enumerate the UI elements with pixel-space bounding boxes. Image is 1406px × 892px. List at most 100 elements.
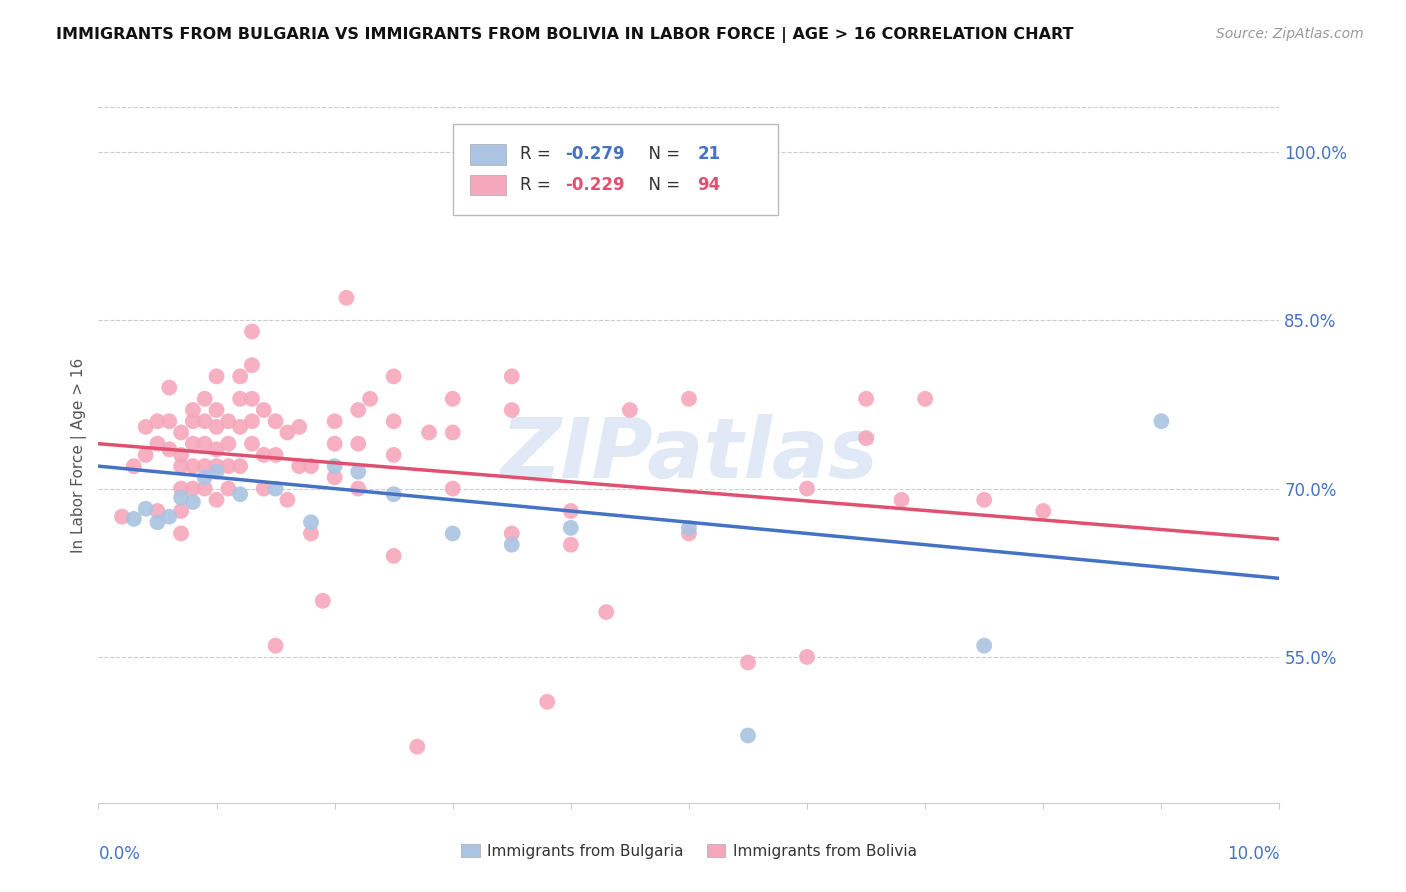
Point (382, 448, 405, 462)
Point (323, 470, 346, 484)
Point (205, 459, 228, 474)
Point (382, 369, 405, 384)
Point (299, 526, 322, 541)
Point (194, 414, 217, 428)
Point (181, 403, 204, 417)
Point (146, 414, 169, 428)
Point (229, 369, 252, 384)
Point (288, 459, 311, 474)
Point (299, 459, 322, 474)
Point (347, 465, 370, 479)
Point (359, 392, 381, 406)
Point (181, 414, 204, 428)
Point (406, 739, 429, 754)
Point (205, 492, 228, 507)
Point (170, 491, 193, 505)
Point (619, 403, 641, 417)
Point (501, 538, 523, 552)
Point (264, 639, 287, 653)
Point (737, 656, 759, 670)
Point (335, 291, 357, 305)
Point (737, 729, 759, 743)
Point (264, 448, 287, 462)
Point (678, 526, 700, 541)
Text: 21: 21 (697, 145, 720, 163)
Point (441, 482, 464, 496)
Point (181, 482, 204, 496)
Point (418, 425, 440, 440)
Point (796, 649, 818, 664)
Point (157, 381, 180, 395)
Point (240, 358, 263, 372)
Point (536, 695, 558, 709)
Point (264, 414, 287, 428)
Text: R =: R = (520, 176, 555, 194)
Point (194, 392, 217, 406)
Point (157, 509, 180, 524)
Point (382, 487, 405, 501)
Point (194, 459, 217, 474)
Point (135, 448, 157, 462)
Point (170, 459, 193, 474)
Point (217, 414, 239, 428)
Text: N =: N = (638, 145, 686, 163)
Point (146, 504, 169, 518)
Point (501, 369, 523, 384)
Point (135, 420, 157, 434)
Point (205, 369, 228, 384)
Text: R =: R = (520, 145, 555, 163)
Point (217, 436, 239, 450)
Point (441, 425, 464, 440)
Point (170, 448, 193, 462)
Point (323, 459, 346, 474)
Point (122, 459, 145, 474)
Point (347, 482, 370, 496)
Point (973, 492, 995, 507)
Point (1150, 414, 1173, 428)
Point (205, 442, 228, 457)
FancyBboxPatch shape (471, 175, 506, 195)
Point (181, 459, 204, 474)
FancyBboxPatch shape (471, 144, 506, 165)
Point (111, 509, 134, 524)
Text: 0.0%: 0.0% (98, 845, 141, 863)
Legend: Immigrants from Bulgaria, Immigrants from Bolivia: Immigrants from Bulgaria, Immigrants fro… (456, 838, 922, 864)
Point (205, 420, 228, 434)
Point (194, 482, 217, 496)
Point (205, 465, 228, 479)
Point (595, 605, 617, 619)
Point (122, 512, 145, 526)
Point (560, 504, 582, 518)
Point (973, 639, 995, 653)
Text: Source: ZipAtlas.com: Source: ZipAtlas.com (1216, 27, 1364, 41)
Point (194, 436, 217, 450)
Point (796, 482, 818, 496)
Text: -0.229: -0.229 (565, 176, 624, 194)
Point (135, 501, 157, 516)
Text: -0.279: -0.279 (565, 145, 624, 163)
Point (229, 392, 252, 406)
Point (181, 436, 204, 450)
Point (253, 403, 276, 417)
Point (501, 403, 523, 417)
Point (560, 538, 582, 552)
Point (347, 403, 370, 417)
Point (157, 414, 180, 428)
Point (240, 325, 263, 339)
Point (560, 521, 582, 535)
Point (217, 459, 239, 474)
Point (441, 392, 464, 406)
Point (157, 442, 180, 457)
Point (890, 492, 912, 507)
Point (170, 526, 193, 541)
Point (217, 482, 239, 496)
FancyBboxPatch shape (453, 124, 778, 215)
Point (170, 504, 193, 518)
Point (146, 436, 169, 450)
Point (170, 482, 193, 496)
Point (229, 420, 252, 434)
Point (678, 392, 700, 406)
Point (382, 549, 405, 563)
Point (855, 431, 877, 445)
Point (253, 448, 276, 462)
